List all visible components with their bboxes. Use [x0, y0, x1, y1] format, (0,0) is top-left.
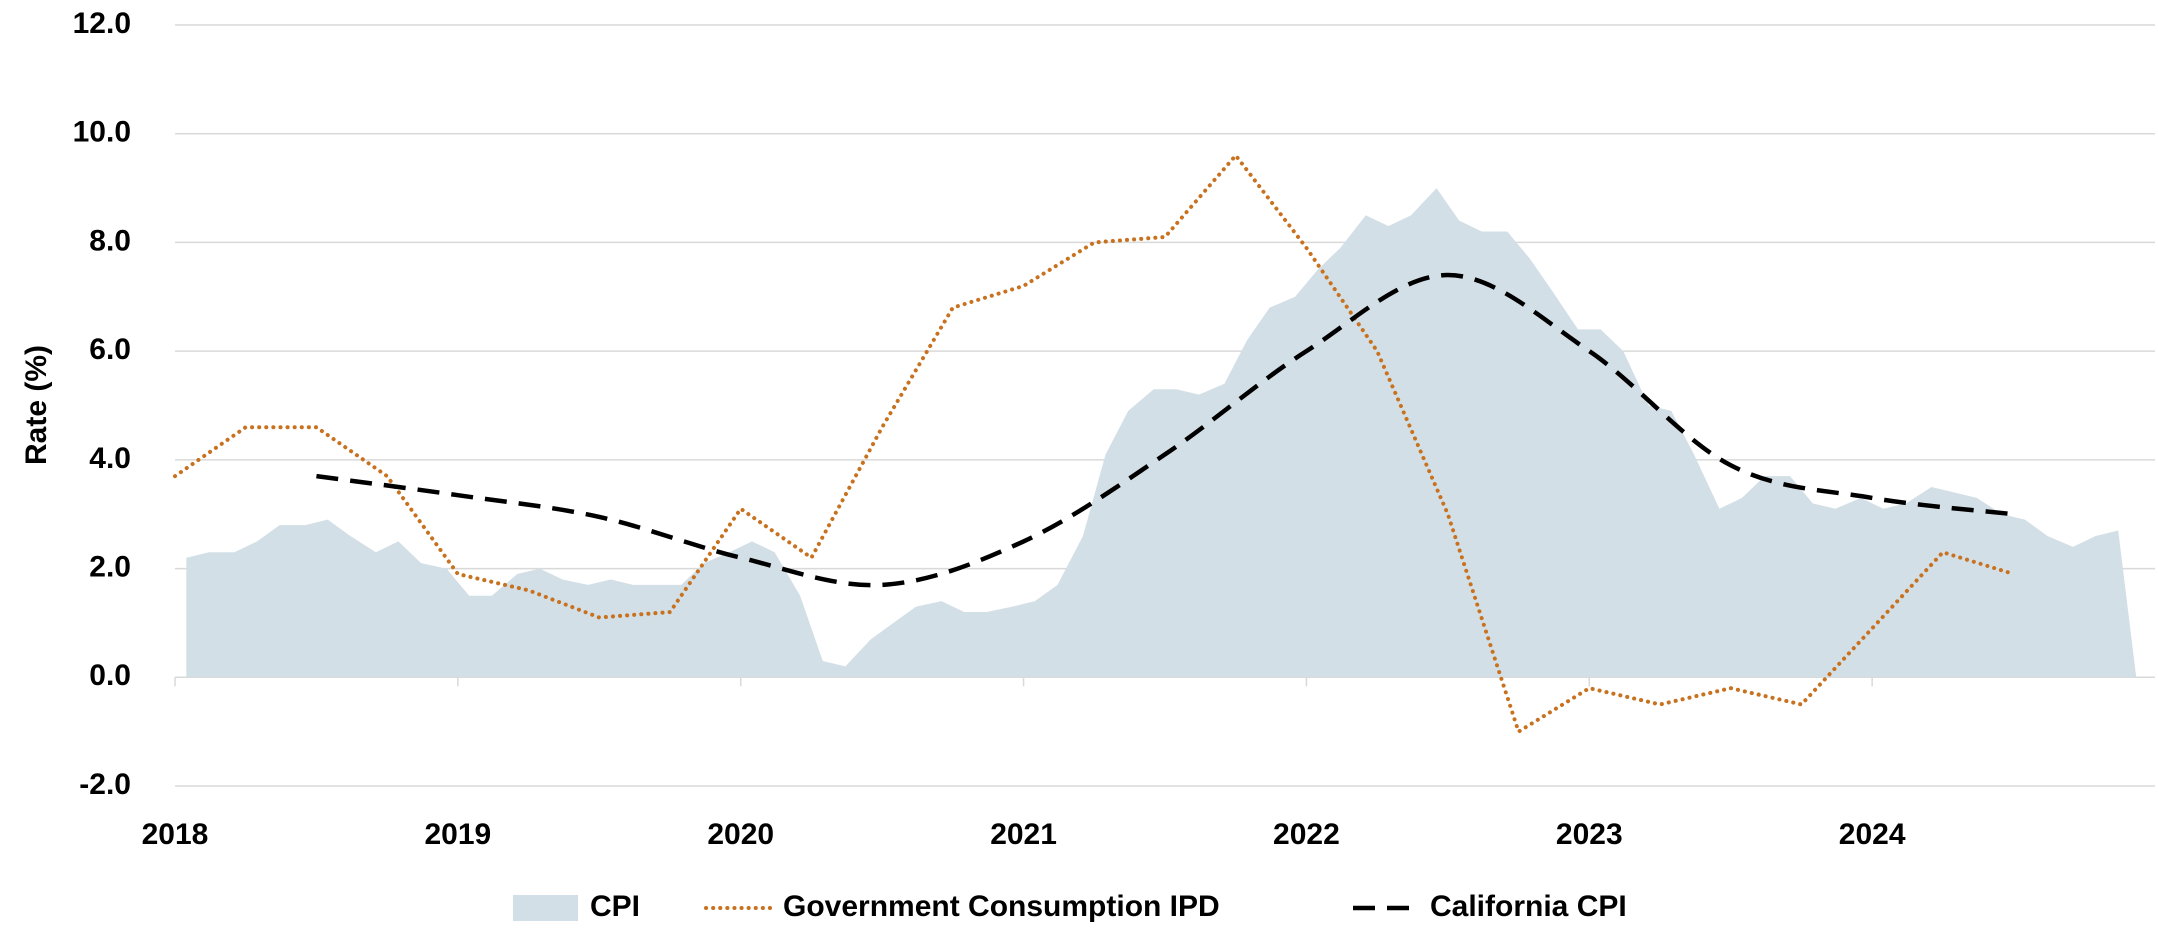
y-tick-label: 2.0 — [89, 550, 131, 583]
y-tick-label: 0.0 — [89, 659, 131, 692]
x-tick-label: 2024 — [1839, 818, 1906, 851]
y-tick-label: 12.0 — [73, 7, 131, 40]
y-tick-label: -2.0 — [79, 768, 131, 801]
cpi-area — [186, 188, 2137, 678]
y-tick-label: 10.0 — [73, 116, 131, 149]
y-tick-label: 6.0 — [89, 333, 131, 366]
y-tick-label: 8.0 — [89, 224, 131, 257]
x-tick-label: 2022 — [1273, 818, 1340, 851]
x-tick-label: 2021 — [990, 818, 1057, 851]
x-tick-label: 2023 — [1556, 818, 1623, 851]
legend-label: California CPI — [1430, 890, 1627, 923]
x-tick-label: 2018 — [142, 818, 209, 851]
y-tick-label: 4.0 — [89, 442, 131, 475]
legend-label: CPI — [590, 890, 640, 923]
x-tick-label: 2020 — [707, 818, 774, 851]
y-axis-title: Rate (%) — [20, 345, 53, 465]
x-tick-label: 2019 — [424, 818, 491, 851]
legend-swatch — [513, 895, 578, 921]
legend-label: Government Consumption IPD — [783, 890, 1220, 923]
california-cpi-line — [316, 272, 2014, 588]
